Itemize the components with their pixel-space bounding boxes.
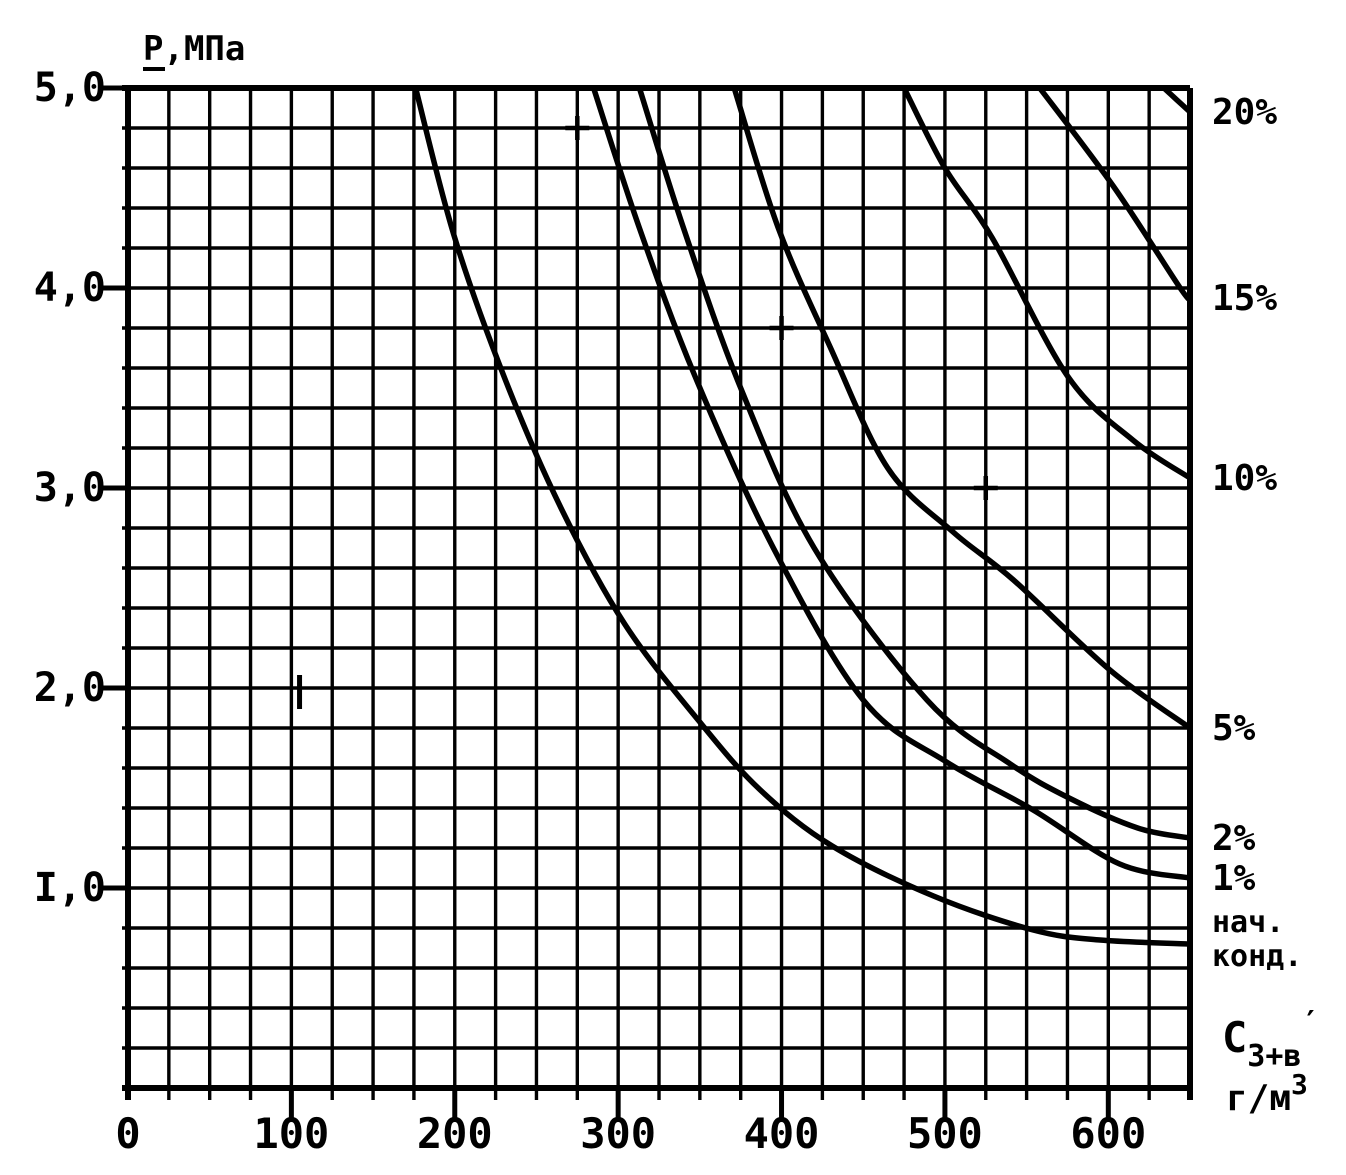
y-tick-label: 2,0 [34,665,106,711]
series-label-curve-15pct: 15% [1212,278,1277,319]
series-label-curve-onset-of-condensation: конд. [1212,939,1302,974]
y-tick-label: 5,0 [34,65,106,111]
series-label-curve-1pct: 1% [1212,858,1256,899]
curve-1pct [590,85,1193,881]
curve-15pct [1036,85,1193,303]
curve-5pct [731,85,1193,731]
x-tick-label: 500 [907,1109,983,1158]
y-axis-title: Р,МПа [143,29,245,69]
curve-2pct [636,85,1193,841]
x-tick-label: 300 [580,1109,656,1158]
grid [122,85,1193,1100]
x-tick-label: 0 [115,1109,140,1158]
curve-onset-of-condensation [412,85,1193,947]
x-tick-label: 100 [253,1109,329,1158]
curve-10pct [901,85,1193,481]
axis-ticks [98,85,1111,1118]
series-label-curve-2pct: 2% [1212,818,1256,859]
series-label-curve-20pct: 20% [1212,92,1277,133]
y-tick-label: I,0 [34,865,106,911]
series-label-curve-10pct: 10% [1212,458,1277,499]
x-tick-label: 400 [744,1109,820,1158]
x-tick-label: 200 [417,1109,493,1158]
series-label-curve-5pct: 5% [1212,708,1256,749]
x-tick-label: 600 [1070,1109,1146,1158]
curve-20pct [1161,85,1193,115]
registration-markers [297,116,998,709]
y-tick-label: 4,0 [34,265,106,311]
y-tick-label: 3,0 [34,465,106,511]
series-label-curve-onset-of-condensation: нач. [1212,905,1284,940]
